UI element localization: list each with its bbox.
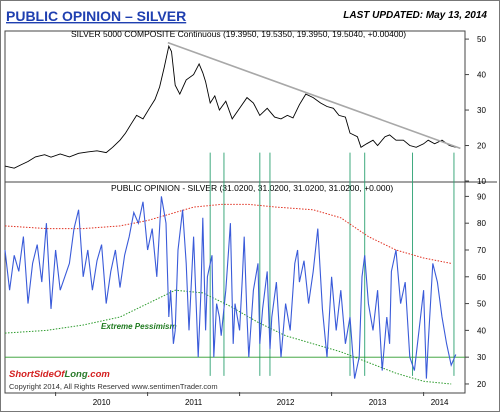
price-series-label: SILVER 5000 COMPOSITE Continuous (19.395… (71, 29, 406, 39)
price-trendline (167, 41, 461, 150)
upper-band-line (4, 203, 452, 264)
opinion-series-line (4, 196, 457, 379)
price-series-line (4, 44, 456, 169)
opinion-y-tick-label: 40 (477, 326, 486, 335)
lower-band-line (4, 289, 452, 385)
price-y-tick-label: 30 (477, 106, 486, 115)
opinion-panel (4, 181, 466, 394)
brand-logo: ShortSideOfLong.com (9, 369, 110, 380)
price-y-tick-label: 50 (477, 35, 486, 44)
x-axis: 2010 2011 2012 2013 2014 (55, 392, 449, 407)
x-tick-label: 2014 (431, 398, 449, 407)
opinion-series-label: PUBLIC OPINION - SILVER (31.0200, 31.020… (111, 183, 393, 193)
x-tick-label: 2011 (185, 398, 203, 407)
copyright-text: Copyright 2014, All Rights Reserved www.… (9, 382, 218, 391)
brand-long: Long (64, 369, 87, 380)
opinion-y-tick-label: 30 (477, 353, 486, 362)
last-updated: LAST UPDATED: May 13, 2014 (343, 10, 487, 21)
opinion-y-tick-label: 80 (477, 219, 486, 228)
price-y-tick-label: 40 (477, 71, 486, 80)
price-panel (4, 30, 466, 183)
opinion-y-axis: 20 30 40 50 60 70 80 90 (465, 192, 486, 389)
extreme-pessimism-label: Extreme Pessimism (101, 322, 177, 331)
x-tick-label: 2010 (93, 398, 111, 407)
opinion-y-tick-label: 60 (477, 273, 486, 282)
opinion-y-tick-label: 20 (477, 380, 486, 389)
opinion-y-tick-label: 50 (477, 300, 486, 309)
x-tick-label: 2012 (277, 398, 295, 407)
page-title: PUBLIC OPINION – SILVER (6, 8, 186, 24)
price-y-tick-label: 20 (477, 142, 486, 151)
price-y-tick-label: 10 (477, 177, 486, 186)
x-tick-label: 2013 (369, 398, 387, 407)
brand-short: Short (9, 369, 35, 380)
opinion-y-tick-label: 90 (477, 192, 486, 201)
opinion-y-tick-label: 70 (477, 246, 486, 255)
brand-tld: .com (88, 369, 111, 380)
brand-mid: SideOf (34, 369, 65, 380)
price-y-axis: 10 20 30 40 50 (465, 35, 486, 186)
